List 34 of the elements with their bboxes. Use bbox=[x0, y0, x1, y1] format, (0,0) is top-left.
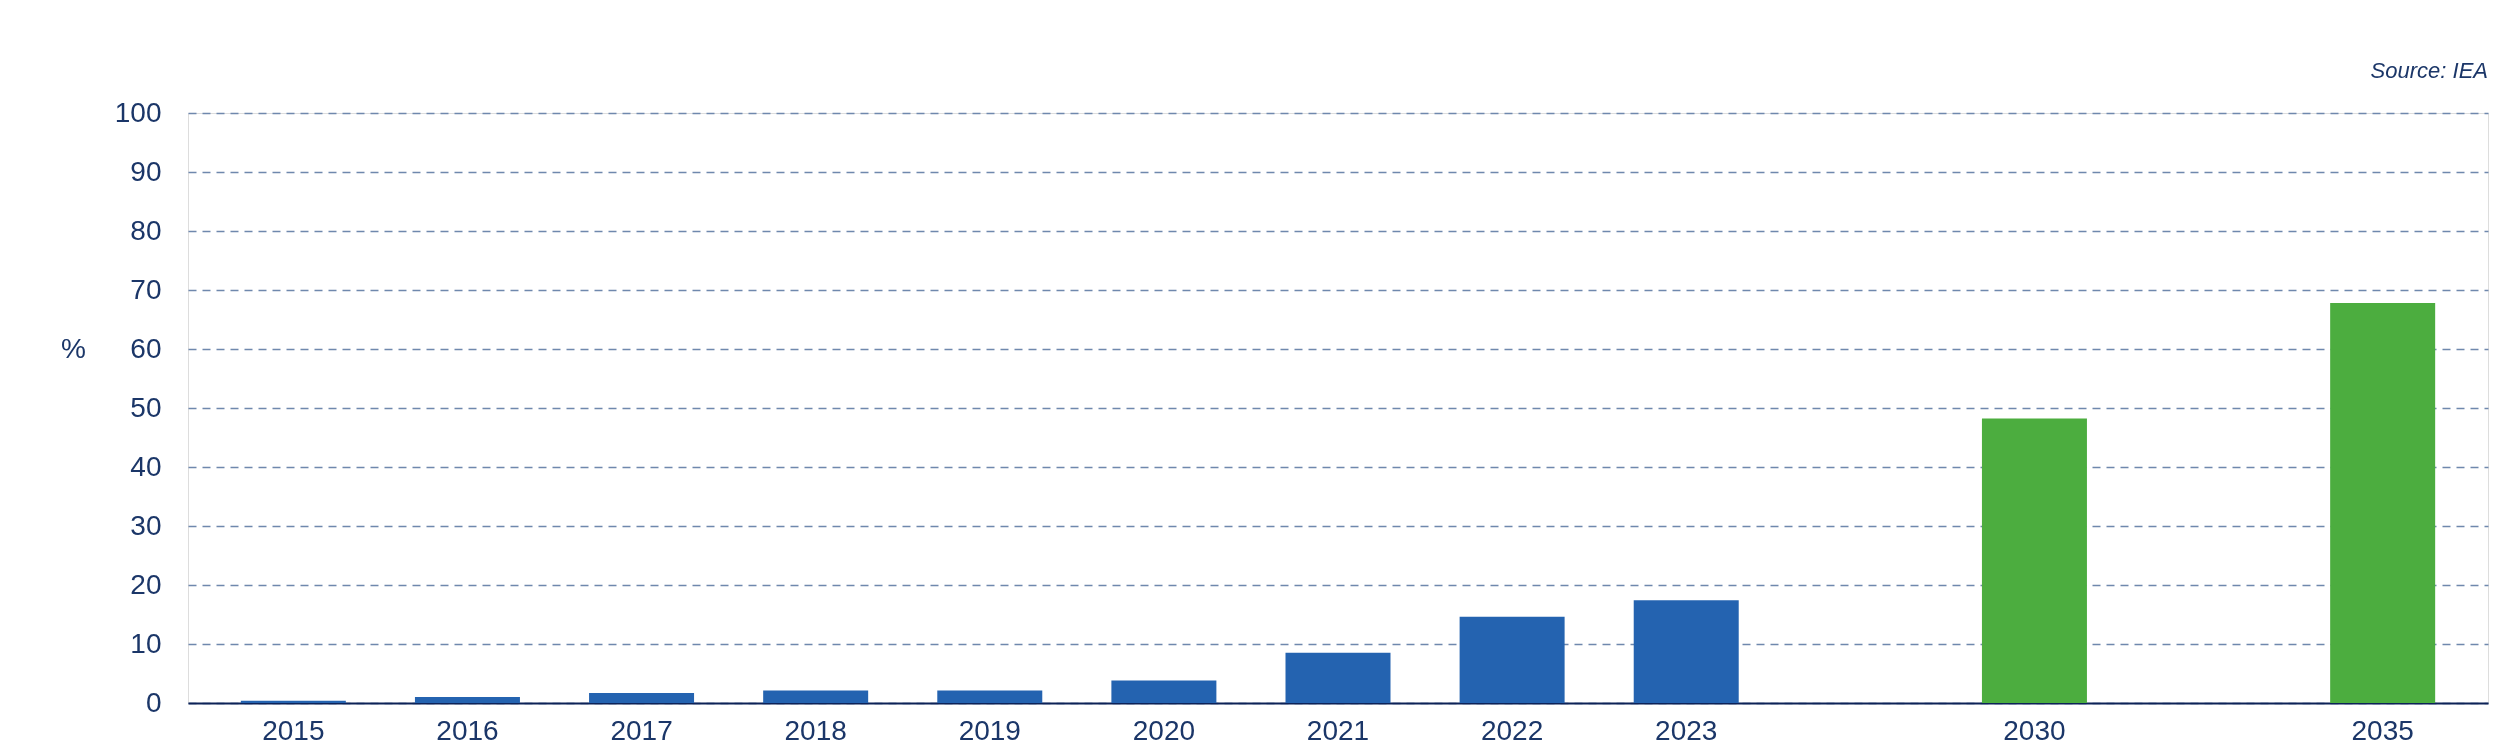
x-tick-label: 2017 bbox=[610, 714, 673, 744]
x-tick-label: 2022 bbox=[1480, 714, 1544, 744]
y-axis-title: % bbox=[61, 332, 86, 364]
bar bbox=[1285, 652, 1391, 703]
bar bbox=[1111, 680, 1217, 703]
x-tick-label: 2035 bbox=[2351, 714, 2414, 744]
bar bbox=[1633, 600, 1739, 703]
x-tick-label: 2023 bbox=[1655, 714, 1718, 744]
bar bbox=[414, 697, 520, 703]
x-tick-label: 2019 bbox=[958, 714, 1021, 744]
y-tick-label: 70 bbox=[130, 273, 162, 305]
x-tick-label: 2030 bbox=[2003, 714, 2066, 744]
x-tick-label: 2020 bbox=[1132, 714, 1196, 744]
y-tick-label: 80 bbox=[130, 214, 162, 246]
source-note: Source: IEA bbox=[2370, 58, 2488, 83]
bar bbox=[589, 692, 695, 703]
y-tick-label: 60 bbox=[130, 332, 162, 364]
x-tick-label: 2016 bbox=[436, 714, 499, 744]
y-tick-label: 30 bbox=[130, 509, 162, 541]
y-tick-label: 90 bbox=[130, 155, 162, 187]
x-tick-label: 2018 bbox=[784, 714, 847, 744]
y-tick-label: 50 bbox=[130, 391, 162, 423]
bar bbox=[1459, 616, 1565, 703]
bar bbox=[1981, 418, 2087, 703]
x-tick-label: 2021 bbox=[1306, 714, 1370, 744]
y-tick-label: 20 bbox=[130, 568, 162, 600]
bar bbox=[2330, 302, 2436, 703]
y-tick-label: 10 bbox=[130, 627, 162, 659]
y-tick-label: 100 bbox=[114, 96, 162, 128]
y-tick-label: 40 bbox=[130, 450, 162, 482]
bar bbox=[937, 690, 1043, 703]
y-tick-label: 0 bbox=[145, 686, 162, 718]
x-tick-label: 2015 bbox=[262, 714, 325, 744]
bar bbox=[763, 690, 869, 703]
